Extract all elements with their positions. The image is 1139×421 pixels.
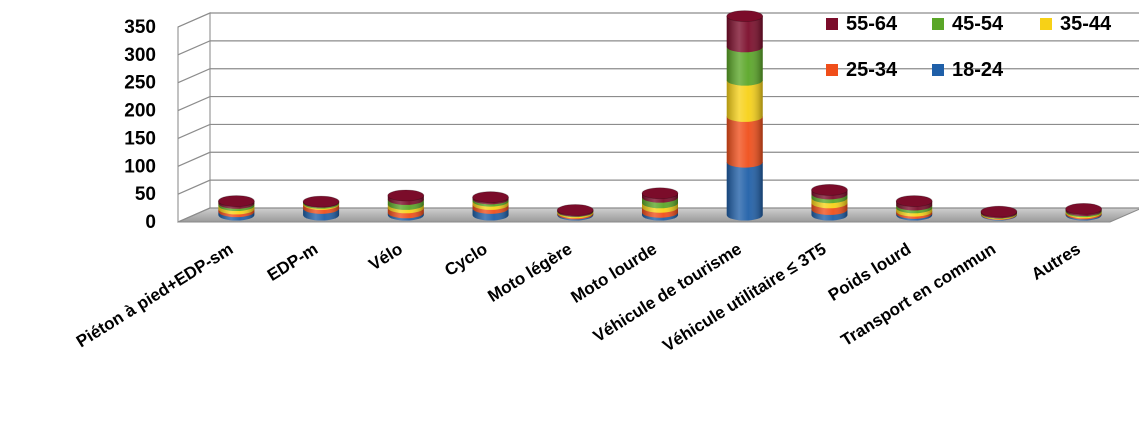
side-wall — [177, 12, 211, 223]
gridline — [177, 151, 1139, 167]
x-tick-label: Transport en commun — [838, 239, 999, 350]
y-tick-label: 50 — [135, 184, 156, 205]
gridline — [177, 40, 1139, 56]
bar-top-cap — [387, 189, 425, 202]
bar-stack — [556, 204, 594, 221]
bar-segment-shading — [726, 116, 763, 168]
bar-top-cap — [1065, 202, 1103, 215]
y-tick-label: 350 — [124, 17, 156, 38]
y-tick-label: 200 — [124, 101, 156, 122]
bar-top-cap — [895, 195, 933, 207]
bar-segment-shading — [726, 16, 763, 53]
bar-stack — [726, 10, 764, 221]
x-tick-label: Moto légère — [484, 239, 575, 306]
gridline — [177, 179, 1139, 195]
bar-stack — [1065, 202, 1103, 221]
legend: 55-64 45-54 35-44 25-34 18-24 — [826, 13, 1112, 81]
gridline — [177, 123, 1139, 139]
x-tick-label: EDP-m — [264, 239, 321, 285]
legend-label: 55-64 — [846, 13, 898, 35]
bar-top-cap — [811, 184, 848, 196]
legend-swatch — [1040, 18, 1052, 30]
legend-swatch — [932, 18, 944, 30]
x-tick-label: Véhicule utilitaire ≤ 3T5 — [659, 239, 829, 355]
legend-item: 25-34 — [826, 59, 898, 81]
x-tick-label: Autres — [1028, 239, 1084, 284]
legend-label: 35-44 — [1060, 13, 1112, 35]
legend-item: 45-54 — [932, 13, 1004, 35]
bar-stack — [641, 187, 679, 221]
bar-top-cap — [302, 195, 340, 208]
legend-item: 55-64 — [826, 13, 898, 35]
x-tick-label: Véhicule de tourisme — [590, 239, 745, 346]
legend-swatch — [932, 64, 944, 76]
bar-top-cap — [556, 204, 594, 216]
x-tick-label: Vélo — [365, 239, 406, 274]
legend-swatch — [826, 18, 838, 30]
legend-swatch — [826, 64, 838, 76]
bar-segment — [726, 46, 763, 86]
bar-segment — [726, 116, 763, 168]
legend-label: 25-34 — [846, 59, 898, 81]
gridline — [177, 95, 1139, 112]
legend-label: 18-24 — [952, 59, 1004, 81]
x-tick-label: Cyclo — [441, 239, 490, 280]
bars — [217, 10, 1103, 221]
legend-item: 18-24 — [932, 59, 1004, 81]
bar-stack — [472, 191, 509, 221]
y-axis: 350 300 250 200 150 100 50 0 — [124, 17, 156, 233]
bar-segment-shading — [726, 80, 763, 122]
y-tick-label: 300 — [124, 45, 156, 66]
gridline — [177, 12, 1139, 28]
bar-top-cap — [980, 205, 1018, 218]
bar-stack — [811, 184, 848, 221]
bar-segment — [726, 162, 763, 221]
bar-segment — [726, 16, 763, 53]
bar-top-cap — [726, 10, 764, 23]
bar-segment-shading — [726, 162, 763, 221]
bar-top-cap — [472, 191, 509, 204]
bar-segment-shading — [726, 46, 763, 86]
legend-item: 35-44 — [1040, 13, 1112, 35]
bar-stack — [980, 205, 1018, 221]
bar-top-cap — [217, 195, 255, 207]
y-tick-label: 150 — [124, 128, 156, 149]
back-wall — [209, 12, 1139, 209]
y-tick-label: 100 — [124, 156, 156, 177]
legend-label: 45-54 — [952, 13, 1004, 35]
bar-stack — [387, 189, 425, 221]
bar-stack — [895, 195, 933, 221]
x-tick-label: Piéton à pied+EDP-sm — [73, 239, 236, 351]
bar-stack — [302, 195, 340, 221]
bar-top-cap — [641, 187, 679, 200]
y-tick-label: 250 — [124, 73, 156, 94]
y-tick-label: 0 — [145, 212, 156, 233]
bar-stack — [217, 195, 255, 221]
bar-segment — [726, 80, 763, 122]
